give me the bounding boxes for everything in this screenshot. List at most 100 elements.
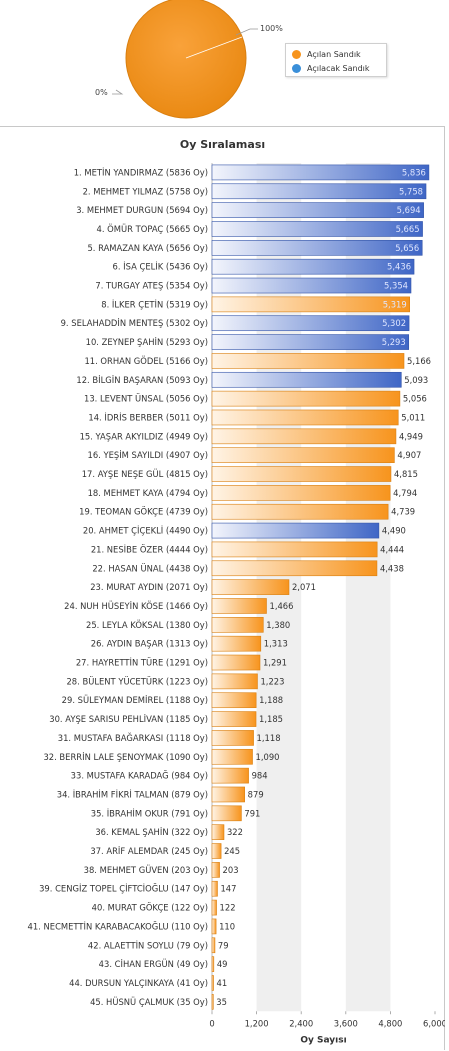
bar-32[interactable] (211, 748, 253, 765)
bar-28[interactable] (211, 673, 258, 690)
pie-label-100: 100% (260, 24, 283, 33)
legend-item-pending[interactable]: Açılacak Sandık (292, 62, 370, 74)
pie-chart-area: 100% 0% Açılan Sandık Açılacak Sandık (0, 0, 449, 120)
value-label: 203 (223, 865, 239, 875)
category-label: 14. İDRİS BERBER (5011 Oy) (88, 412, 208, 422)
value-label: 5,319 (383, 299, 407, 309)
category-label: 19. TEOMAN GÖKÇE (4739 Oy) (79, 507, 208, 517)
bar-37[interactable] (211, 843, 222, 859)
legend-item-opened[interactable]: Açılan Sandık (292, 48, 361, 60)
value-label: 5,011 (401, 412, 425, 422)
pie-slice-opened[interactable] (125, 0, 247, 119)
pie-leader-line-0 (112, 89, 124, 95)
bar-24[interactable] (211, 598, 267, 614)
bar-38[interactable] (211, 862, 220, 878)
value-label: 4,490 (382, 526, 406, 536)
bar-43[interactable] (211, 956, 215, 972)
value-label: 4,794 (393, 488, 417, 498)
bar-30[interactable] (211, 711, 257, 727)
bar-35[interactable] (211, 805, 242, 822)
bar-16[interactable] (211, 447, 395, 463)
category-label: 32. BERRİN LALE ŞENOYMAK (1090 Oy) (43, 752, 208, 762)
bar-22[interactable] (211, 560, 378, 577)
bar-15[interactable] (211, 428, 397, 445)
category-label: 36. KEMAL ŞAHİN (322 Oy) (95, 827, 208, 837)
value-label: 5,056 (403, 394, 427, 404)
bar-3[interactable] (211, 202, 424, 218)
category-label: 38. MEHMET GÜVEN (203 Oy) (84, 865, 208, 875)
category-label: 28. BÜLENT YÜCETÜRK (1223 Oy) (66, 676, 208, 686)
bar-33[interactable] (211, 767, 249, 784)
bar-31[interactable] (211, 730, 254, 746)
pie-legend: Açılan Sandık Açılacak Sandık (285, 43, 387, 77)
pie-label-0: 0% (95, 88, 108, 97)
category-label: 16. YEŞİM SAYILDI (4907 Oy) (87, 450, 208, 460)
bar-6[interactable] (211, 258, 415, 275)
bar-27[interactable] (211, 654, 261, 671)
bar-2[interactable] (211, 183, 427, 200)
bar-41[interactable] (211, 918, 217, 935)
legend-dot-orange (292, 49, 301, 59)
value-label: 2,071 (292, 582, 316, 592)
category-label: 15. YAŞAR AKYILDIZ (4949 Oy) (80, 431, 208, 441)
bar-9[interactable] (211, 315, 410, 332)
bar-19[interactable] (211, 503, 389, 520)
category-label: 22. HASAN ÜNAL (4438 Oy) (92, 563, 208, 573)
bar-chart: 1. METİN YANDIRMAZ (5836 Oy) 5,836 2. MEHM… (28, 163, 445, 1045)
pie-chart (112, 0, 258, 119)
x-tick-label: 2,400 (289, 1018, 313, 1028)
bar-13[interactable] (211, 390, 401, 407)
value-label: 1,313 (264, 639, 288, 649)
category-label: 4. ÖMÜR TOPAÇ (5665 Oy) (97, 224, 208, 234)
category-label: 1. METİN YANDIRMAZ (5836 Oy) (74, 167, 208, 177)
bar-21[interactable] (211, 541, 378, 558)
bar-17[interactable] (211, 466, 392, 482)
category-label: 34. İBRAHİM FİKRİ TALMAN (879 Oy) (57, 789, 208, 799)
bar-42[interactable] (211, 937, 216, 954)
bar-5[interactable] (211, 240, 423, 256)
bar-20[interactable] (211, 522, 380, 539)
bar-23[interactable] (211, 579, 290, 595)
bar-34[interactable] (211, 786, 245, 803)
bar-7[interactable] (211, 277, 412, 294)
bar-40[interactable] (211, 899, 217, 916)
bar-39[interactable] (211, 880, 218, 897)
category-label: 39. CENGİZ TOPEL ÇİFTCİOĞLU (147 Oy) (39, 883, 208, 894)
value-label: 5,836 (402, 167, 426, 177)
legend-dot-blue (292, 63, 301, 73)
value-label: 35 (216, 997, 227, 1007)
bar-25[interactable] (211, 617, 264, 633)
category-label: 25. LEYLA KÖKSAL (1380 Oy) (86, 620, 208, 630)
category-label: 3. MEHMET DURGUN (5694 Oy) (76, 205, 208, 215)
category-label: 23. MURAT AYDIN (2071 Oy) (90, 582, 208, 592)
value-label: 5,656 (395, 243, 419, 253)
bar-12[interactable] (211, 371, 402, 388)
value-label: 4,438 (380, 563, 404, 573)
value-label: 5,694 (397, 205, 421, 215)
bar-18[interactable] (211, 485, 391, 501)
bar-29[interactable] (211, 692, 257, 709)
bar-1[interactable] (211, 164, 430, 181)
value-label: 4,815 (394, 469, 418, 479)
x-tick-label: 3,600 (334, 1018, 358, 1028)
value-label: 79 (218, 940, 229, 950)
bar-36[interactable] (211, 824, 225, 840)
category-label: 37. ARİF ALEMDAR (245 Oy) (90, 846, 208, 856)
x-axis-title: Oy Sayısı (300, 1035, 346, 1045)
category-label: 20. AHMET ÇİÇEKLİ (4490 Oy) (83, 526, 208, 536)
category-label: 45. HÜSNÜ ÇALMUK (35 Oy) (90, 997, 208, 1007)
bar-44[interactable] (211, 975, 214, 991)
bar-26[interactable] (211, 635, 262, 652)
value-label: 5,758 (399, 186, 423, 196)
category-label: 35. İBRAHİM OKUR (791 Oy) (91, 808, 208, 818)
category-label: 9. SELAHADDİN MENTEŞ (5302 Oy) (61, 318, 208, 328)
bar-4[interactable] (211, 221, 423, 237)
bar-45[interactable] (211, 994, 214, 1010)
bar-14[interactable] (211, 409, 399, 426)
category-label: 6. İSA ÇELİK (5436 Oy) (113, 262, 208, 272)
bar-8[interactable] (211, 296, 410, 313)
category-label: 30. AYŞE SARISU PEHLİVAN (1185 Oy) (49, 714, 208, 724)
bar-10[interactable] (211, 334, 410, 350)
bar-11[interactable] (211, 353, 405, 369)
x-tick-label: 0 (209, 1018, 214, 1028)
